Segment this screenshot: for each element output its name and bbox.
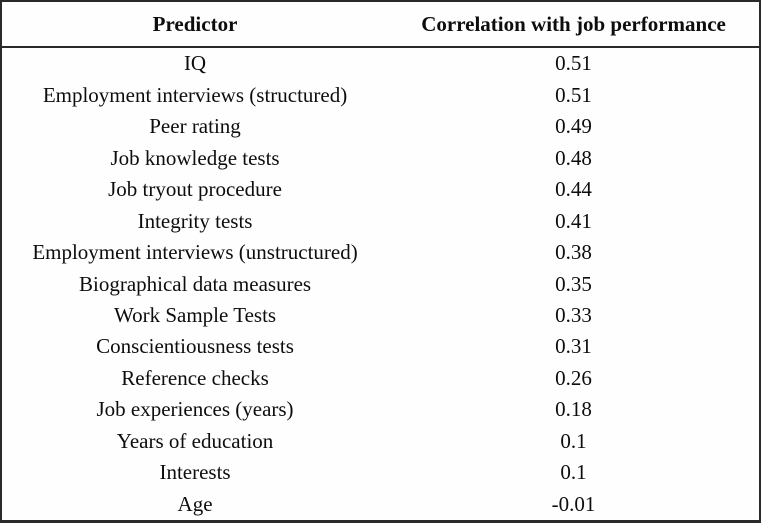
predictor-correlation-table: Predictor Correlation with job performan…: [2, 2, 759, 520]
correlation-cell: 0.33: [555, 302, 592, 327]
table-row: IQ 0.51: [2, 47, 759, 80]
predictor-cell: Years of education: [116, 428, 274, 453]
table-row: Interests 0.1: [2, 457, 759, 488]
table-row: Job experiences (years) 0.18: [2, 394, 759, 425]
correlation-cell: 0.38: [555, 240, 592, 265]
table-row: Integrity tests 0.41: [2, 205, 759, 236]
correlation-cell: 0.18: [555, 397, 592, 422]
predictor-cell: Age: [177, 491, 213, 516]
correlation-cell: 0.41: [555, 208, 592, 233]
correlation-cell: 0.26: [555, 365, 592, 390]
predictor-cell: Conscientiousness tests: [96, 334, 294, 359]
table-row: Work Sample Tests 0.33: [2, 300, 759, 331]
predictor-cell: Reference checks: [121, 365, 269, 390]
table-row: Employment interviews (structured) 0.51: [2, 80, 759, 111]
table-row: Job tryout procedure 0.44: [2, 174, 759, 205]
correlation-cell: -0.01: [551, 491, 596, 516]
correlation-cell: 0.35: [555, 271, 592, 296]
predictor-cell: Job tryout procedure: [108, 177, 282, 202]
correlation-cell: 0.51: [555, 51, 592, 76]
table-header-row: Predictor Correlation with job performan…: [2, 2, 759, 48]
predictor-cell: Interests: [159, 460, 231, 485]
predictor-cell: Job knowledge tests: [110, 145, 280, 170]
table-row: Reference checks 0.26: [2, 363, 759, 394]
table-row: Job knowledge tests 0.48: [2, 143, 759, 174]
table-row: Years of education 0.1: [2, 426, 759, 457]
predictor-cell: Job experiences (years): [96, 397, 294, 422]
correlation-table: Predictor Correlation with job performan…: [0, 0, 761, 523]
predictor-cell: Integrity tests: [137, 208, 253, 233]
table-row: Employment interviews (unstructured) 0.38: [2, 237, 759, 268]
table-row: Biographical data measures 0.35: [2, 268, 759, 299]
col-header-correlation: Correlation with job performance: [388, 2, 759, 48]
correlation-cell: 0.49: [555, 114, 592, 139]
table-row: Conscientiousness tests 0.31: [2, 331, 759, 362]
predictor-cell: Work Sample Tests: [113, 302, 277, 327]
correlation-cell: 0.48: [555, 145, 592, 170]
correlation-cell: 0.51: [555, 82, 592, 107]
predictor-cell: Employment interviews (structured): [42, 82, 348, 107]
col-header-predictor: Predictor: [2, 2, 389, 48]
predictor-cell: IQ: [183, 51, 207, 76]
table-row: Peer rating 0.49: [2, 111, 759, 142]
table-row: Age -0.01: [2, 488, 759, 520]
predictor-cell: Biographical data measures: [78, 271, 312, 296]
correlation-cell: 0.1: [560, 460, 587, 485]
predictor-cell: Employment interviews (unstructured): [32, 240, 358, 265]
correlation-cell: 0.44: [555, 177, 592, 202]
predictor-cell: Peer rating: [149, 114, 241, 139]
correlation-cell: 0.1: [560, 428, 587, 453]
correlation-cell: 0.31: [555, 334, 592, 359]
